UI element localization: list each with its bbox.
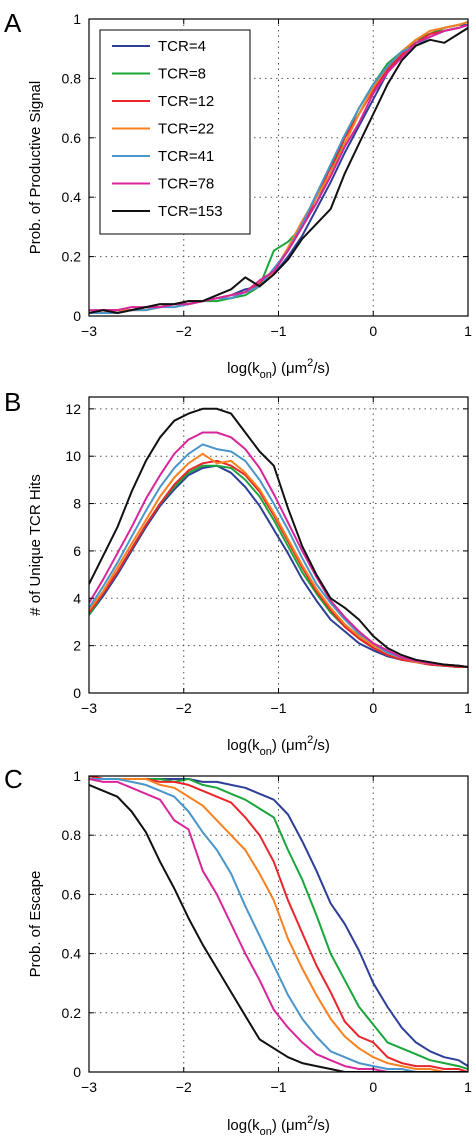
x-tick-label: 1	[464, 323, 472, 339]
y-tick-label: 0.8	[62, 827, 82, 843]
x-tick-label: −2	[176, 700, 192, 716]
legend-label: TCR=8	[158, 66, 206, 83]
x-tick-label: 0	[369, 1079, 377, 1095]
legend-label: TCR=12	[158, 93, 214, 110]
legend-label: TCR=4	[158, 38, 206, 55]
legend-label: TCR=153	[158, 203, 223, 220]
series-group	[89, 407, 468, 668]
legend-label: TCR=22	[158, 121, 214, 138]
panel-letter: A	[4, 8, 22, 38]
plot-area	[89, 776, 468, 1072]
y-axis-label: # of Unique TCR Hits	[27, 474, 44, 615]
y-tick-label: 0.4	[62, 189, 82, 205]
x-tick-label: −2	[176, 323, 192, 339]
x-tick-label: −1	[271, 1079, 287, 1095]
series-line-tcr-22	[89, 778, 468, 1072]
legend: TCR=4 TCR=8 TCR=12 TCR=22 TCR=41 TCR=78 TCR=15…	[99, 29, 251, 235]
x-tick-label: −2	[176, 1079, 192, 1095]
y-tick-label: 12	[65, 401, 81, 417]
x-axis-label: log(kon) (μm2/s)	[227, 734, 330, 758]
y-axis-label: Prob. of Escape	[27, 871, 44, 978]
y-axis-label: Prob. of Productive Signal	[27, 81, 44, 254]
x-axis-label: log(kon) (μm2/s)	[227, 1114, 330, 1138]
x-tick-label: 0	[369, 700, 377, 716]
series-line-tcr-78	[89, 431, 468, 668]
x-tick-label: −3	[81, 323, 97, 339]
y-tick-label: 4	[73, 590, 81, 606]
series-line-tcr-12	[89, 776, 468, 1072]
panel-letter: C	[4, 764, 23, 794]
panel-A: −3 −2 −1 0 1 0 0.2 0.4 0.6 0.8 1 A Prob. of Producti…	[4, 8, 472, 381]
x-tick-label: 1	[464, 700, 472, 716]
y-tick-label: 0.6	[62, 886, 82, 902]
panel-letter: B	[4, 387, 21, 417]
x-tick-label: −3	[81, 1079, 97, 1095]
y-tick-label: 0.4	[62, 946, 82, 962]
y-tick-label: 0	[73, 685, 81, 701]
y-tick-label: 0.6	[62, 130, 82, 146]
x-tick-label: −3	[81, 700, 97, 716]
series-line-tcr-12	[89, 459, 468, 668]
series-group	[89, 21, 468, 314]
x-tick-label: −1	[271, 323, 287, 339]
series-line-tcr-153	[89, 27, 468, 314]
legend-label: TCR=41	[158, 148, 214, 165]
y-tick-label: 0.2	[62, 1005, 82, 1021]
x-axis-label: log(kon) (μm2/s)	[227, 357, 330, 381]
series-group	[89, 776, 468, 1072]
series-line-tcr-153	[89, 783, 468, 1072]
y-tick-label: 8	[73, 496, 81, 512]
x-tick-label: −1	[271, 700, 287, 716]
y-tick-label: 1	[73, 768, 81, 784]
y-tick-label: 0.2	[62, 249, 82, 265]
series-line-tcr-153	[89, 407, 468, 668]
y-tick-label: 10	[65, 448, 81, 464]
y-tick-label: 0	[73, 308, 81, 324]
series-line-tcr-78	[89, 23, 468, 312]
y-tick-label: 6	[73, 543, 81, 559]
y-tick-label: 1	[73, 11, 81, 27]
y-tick-label: 2	[73, 638, 81, 654]
series-line-tcr-8	[89, 776, 468, 1070]
plot-area	[89, 397, 468, 693]
series-line-tcr-78	[89, 778, 468, 1072]
y-tick-label: 0	[73, 1064, 81, 1080]
panel-C: −3 −2 −1 0 1 0 0.2 0.4 0.6 0.8 1 C Prob. of Escape lo…	[4, 764, 472, 1138]
y-tick-label: 0.8	[62, 70, 82, 86]
x-tick-label: 1	[464, 1079, 472, 1095]
x-tick-label: 0	[369, 323, 377, 339]
legend-label: TCR=78	[158, 176, 214, 193]
series-line-tcr-41	[89, 778, 468, 1072]
legend-box	[99, 29, 251, 235]
